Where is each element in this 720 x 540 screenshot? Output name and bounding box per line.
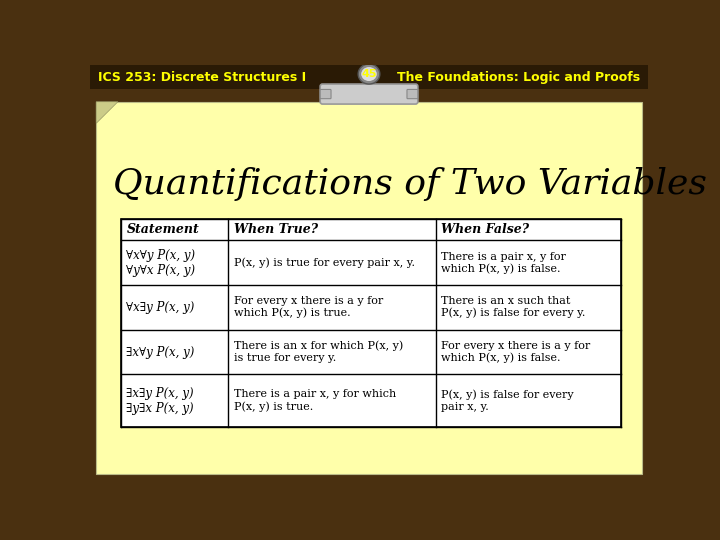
Text: ∀x∀y P(x, y)
∀y∀x P(x, y): ∀x∀y P(x, y) ∀y∀x P(x, y) <box>127 249 196 276</box>
Text: There is an x for which P(x, y)
is true for every y.: There is an x for which P(x, y) is true … <box>234 341 403 363</box>
Text: The Foundations: Logic and Proofs: The Foundations: Logic and Proofs <box>397 71 640 84</box>
Text: There is a pair x, y for which
P(x, y) is true.: There is a pair x, y for which P(x, y) i… <box>234 389 396 411</box>
Polygon shape <box>96 102 118 123</box>
Text: For every x there is a y for
which P(x, y) is false.: For every x there is a y for which P(x, … <box>441 341 590 363</box>
Text: When True?: When True? <box>234 223 318 236</box>
Ellipse shape <box>358 64 380 84</box>
Text: Statement: Statement <box>127 223 199 236</box>
Text: P(x, y) is false for every
pair x, y.: P(x, y) is false for every pair x, y. <box>441 389 574 411</box>
FancyBboxPatch shape <box>407 90 418 99</box>
Text: Quantifications of Two Variables: Quantifications of Two Variables <box>113 167 707 201</box>
Text: For every x there is a y for
which P(x, y) is true.: For every x there is a y for which P(x, … <box>234 296 383 319</box>
FancyBboxPatch shape <box>320 90 331 99</box>
FancyBboxPatch shape <box>90 65 648 481</box>
Ellipse shape <box>361 66 377 82</box>
FancyBboxPatch shape <box>121 219 621 427</box>
Text: ∃x∃y P(x, y)
∃y∃x P(x, y): ∃x∃y P(x, y) ∃y∃x P(x, y) <box>127 387 194 415</box>
Text: ICS 253: Discrete Structures I: ICS 253: Discrete Structures I <box>98 71 306 84</box>
FancyBboxPatch shape <box>90 65 648 90</box>
FancyBboxPatch shape <box>96 102 642 475</box>
Text: When False?: When False? <box>441 223 529 236</box>
Text: 45: 45 <box>361 69 377 79</box>
Text: There is an x such that
P(x, y) is false for every y.: There is an x such that P(x, y) is false… <box>441 296 586 319</box>
Text: There is a pair x, y for
which P(x, y) is false.: There is a pair x, y for which P(x, y) i… <box>441 252 566 274</box>
Text: P(x, y) is true for every pair x, y.: P(x, y) is true for every pair x, y. <box>234 258 415 268</box>
Text: ∃x∀y P(x, y): ∃x∀y P(x, y) <box>127 346 195 359</box>
Text: ∀x∃y P(x, y): ∀x∃y P(x, y) <box>127 301 195 314</box>
FancyBboxPatch shape <box>320 84 418 104</box>
